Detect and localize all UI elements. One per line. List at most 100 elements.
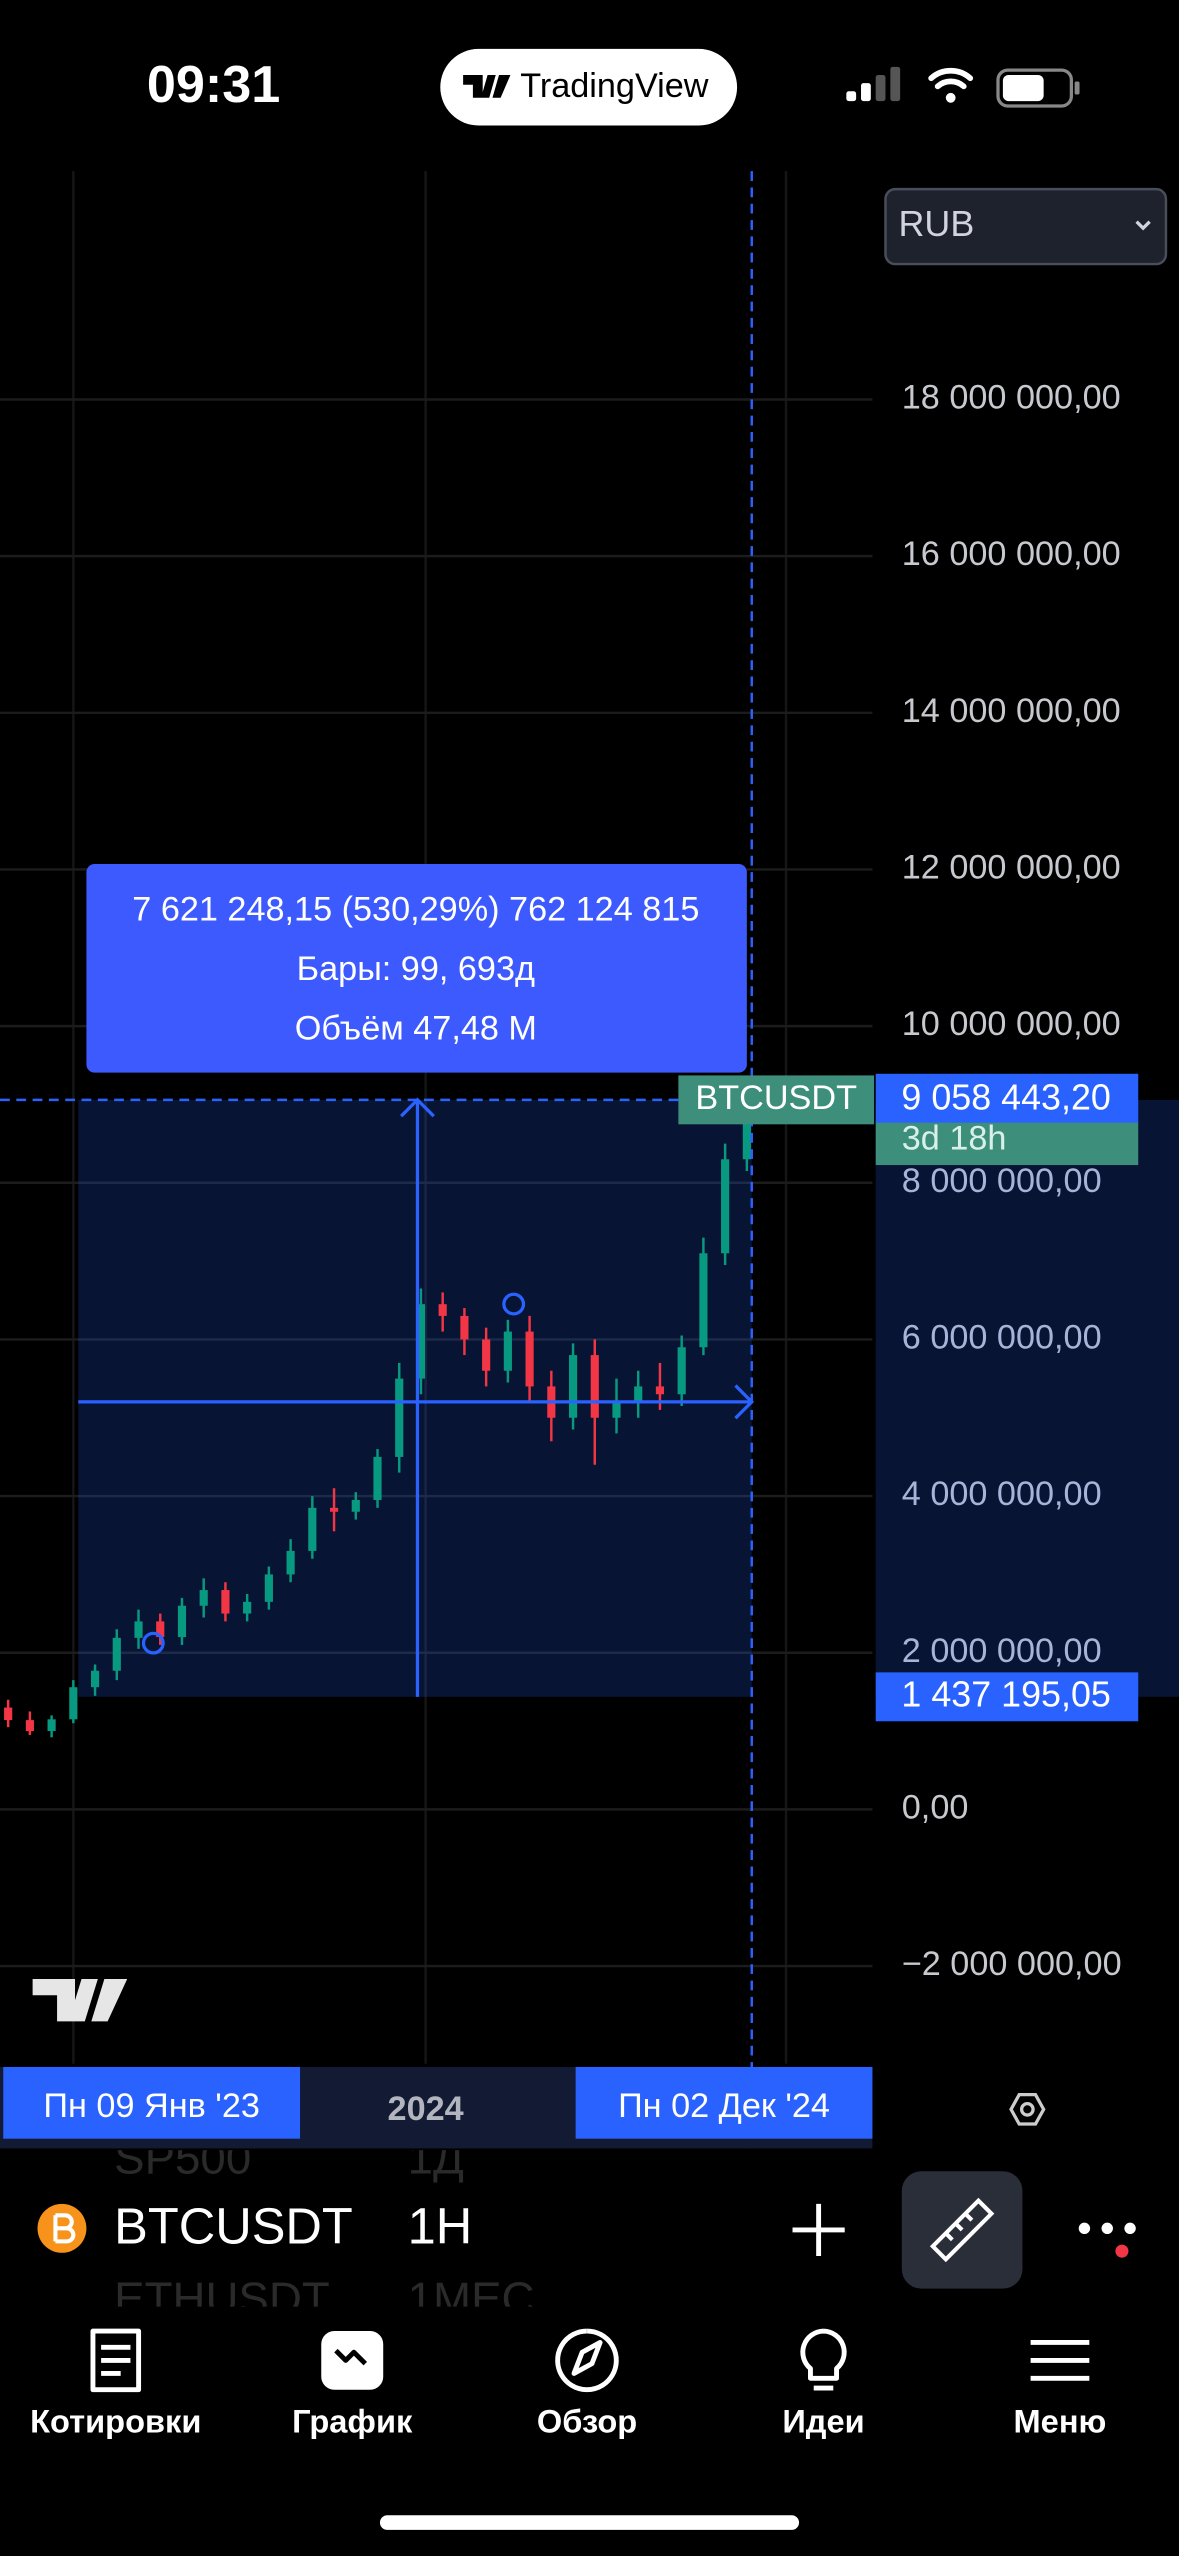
candle-body bbox=[482, 1339, 491, 1371]
y-tick-label: 16 000 000,00 bbox=[902, 535, 1121, 573]
coin-glyph bbox=[53, 2213, 76, 2244]
candle-body bbox=[416, 1304, 426, 1379]
candle-body bbox=[4, 1707, 13, 1721]
candle-body bbox=[721, 1159, 730, 1254]
candle-body bbox=[655, 1386, 665, 1395]
currency-label: RUB bbox=[899, 204, 975, 244]
currency-select[interactable] bbox=[884, 187, 1168, 266]
candle-body bbox=[460, 1315, 469, 1340]
alert-marker bbox=[141, 1631, 165, 1655]
x-label: 2024 bbox=[388, 2090, 464, 2128]
tab-icon bbox=[90, 2328, 142, 2393]
candle-body bbox=[69, 1687, 78, 1720]
symbol[interactable]: BTCUSDT bbox=[114, 2197, 353, 2254]
chart-area: −2 000 000,00 0,00 2 000 000,00 4 000 000,0… bbox=[0, 171, 1179, 2149]
tab-label[interactable]: Идеи bbox=[782, 2403, 864, 2440]
candle-body bbox=[742, 1099, 751, 1160]
candle-body bbox=[590, 1355, 599, 1418]
candle-body bbox=[243, 1601, 252, 1614]
last-price: 9 058 443,20 bbox=[901, 1077, 1110, 1117]
candle-body bbox=[112, 1637, 121, 1671]
symbol-label: BTCUSDT bbox=[695, 1079, 857, 1117]
tab-icon bbox=[555, 2328, 619, 2393]
chrome: 09:31 TradingView SP500 1Д ETHUSDT 1МЕС BTCUSD… bbox=[30, 48, 1136, 2530]
candle-body bbox=[699, 1253, 708, 1348]
candle-body bbox=[634, 1386, 643, 1403]
candle-body bbox=[47, 1719, 56, 1732]
y-tick-label: 12 000 000,00 bbox=[902, 849, 1121, 887]
tv-watermark bbox=[32, 1978, 128, 2022]
measure-tooltip-text: 7 621 248,15 (530,29%) 762 124 815 bbox=[132, 890, 699, 928]
status-time: 09:31 bbox=[147, 56, 280, 114]
tab-icon bbox=[334, 2348, 368, 2366]
signal-bar bbox=[890, 66, 901, 102]
app-pill bbox=[440, 48, 738, 126]
x-label-bg bbox=[575, 2066, 873, 2139]
y-tick-label: 6 000 000,00 bbox=[902, 1318, 1102, 1356]
measure-axis-band bbox=[875, 1099, 1179, 1697]
wifi-dot bbox=[945, 92, 956, 103]
tab-label[interactable]: График bbox=[292, 2403, 413, 2440]
x-label: Пн 09 Янв '23 bbox=[43, 2087, 260, 2125]
measure-tooltip bbox=[86, 863, 747, 1073]
candle-body bbox=[199, 1590, 208, 1606]
signal-bar bbox=[875, 74, 886, 102]
settings-icon-dot bbox=[1020, 2102, 1035, 2117]
battery bbox=[996, 68, 1074, 108]
y-tick-label: 2 000 000,00 bbox=[902, 1632, 1102, 1670]
add-button[interactable] bbox=[792, 2203, 845, 2257]
x-label-bg bbox=[3, 2066, 301, 2139]
candle-body bbox=[156, 1621, 165, 1638]
y-tick-label: 4 000 000,00 bbox=[902, 1475, 1102, 1513]
behind-interval: 1МЕС bbox=[408, 2273, 535, 2324]
y-tick-label: 0,00 bbox=[902, 1788, 969, 1826]
y-tick-label: 14 000 000,00 bbox=[902, 692, 1121, 730]
signal-bar bbox=[861, 83, 871, 102]
y-tick-label: −2 000 000,00 bbox=[902, 1945, 1122, 1983]
interval[interactable]: 1H bbox=[408, 2197, 473, 2254]
candle-body bbox=[308, 1507, 317, 1551]
candle-body bbox=[395, 1378, 404, 1457]
y-tick-label: 10 000 000,00 bbox=[902, 1005, 1121, 1043]
last-price-bg bbox=[875, 1073, 1139, 1123]
x-label: Пн 02 Дек '24 bbox=[618, 2087, 830, 2125]
candle-body bbox=[134, 1621, 143, 1638]
symbol-bar-behind: SP500 1Д ETHUSDT 1МЕС bbox=[114, 2150, 535, 2324]
more-dot[interactable] bbox=[1124, 2222, 1136, 2235]
more-dot[interactable] bbox=[1101, 2222, 1113, 2235]
measure-from-bg bbox=[875, 1672, 1139, 1722]
app-name: TradingView bbox=[520, 67, 709, 105]
candle-body bbox=[221, 1590, 230, 1614]
battery-tip bbox=[1074, 81, 1080, 95]
home-indicator bbox=[379, 2515, 800, 2530]
tab-label[interactable]: Обзор bbox=[537, 2403, 637, 2440]
y-tick-label: 18 000 000,00 bbox=[902, 379, 1121, 417]
candle-body bbox=[612, 1402, 621, 1418]
ruler-icon bbox=[929, 2197, 995, 2263]
candle-body bbox=[525, 1331, 534, 1387]
tab-icon-bg bbox=[321, 2331, 384, 2390]
more-dot[interactable] bbox=[1078, 2222, 1091, 2235]
y-tick-label: 8 000 000,00 bbox=[902, 1162, 1102, 1200]
alert-marker bbox=[502, 1292, 526, 1316]
candle-body bbox=[177, 1605, 187, 1638]
settings-icon[interactable] bbox=[1009, 2093, 1046, 2126]
candle-body bbox=[438, 1304, 447, 1316]
tab-icon bbox=[1030, 2340, 1090, 2381]
candle-body bbox=[329, 1507, 339, 1512]
candle-body bbox=[568, 1355, 578, 1418]
behind-symbol: ETHUSDT bbox=[114, 2273, 330, 2324]
tab-label[interactable]: Котировки bbox=[30, 2403, 201, 2440]
candle-body bbox=[373, 1456, 382, 1500]
countdown-bg bbox=[875, 1121, 1139, 1166]
tab-icon bbox=[800, 2328, 847, 2391]
wifi-icon bbox=[928, 67, 974, 90]
candle-body bbox=[503, 1331, 512, 1371]
tab-label[interactable]: Меню bbox=[1014, 2403, 1107, 2440]
candle-body bbox=[25, 1720, 34, 1732]
candle-body bbox=[677, 1347, 686, 1395]
app-logo bbox=[463, 74, 511, 98]
